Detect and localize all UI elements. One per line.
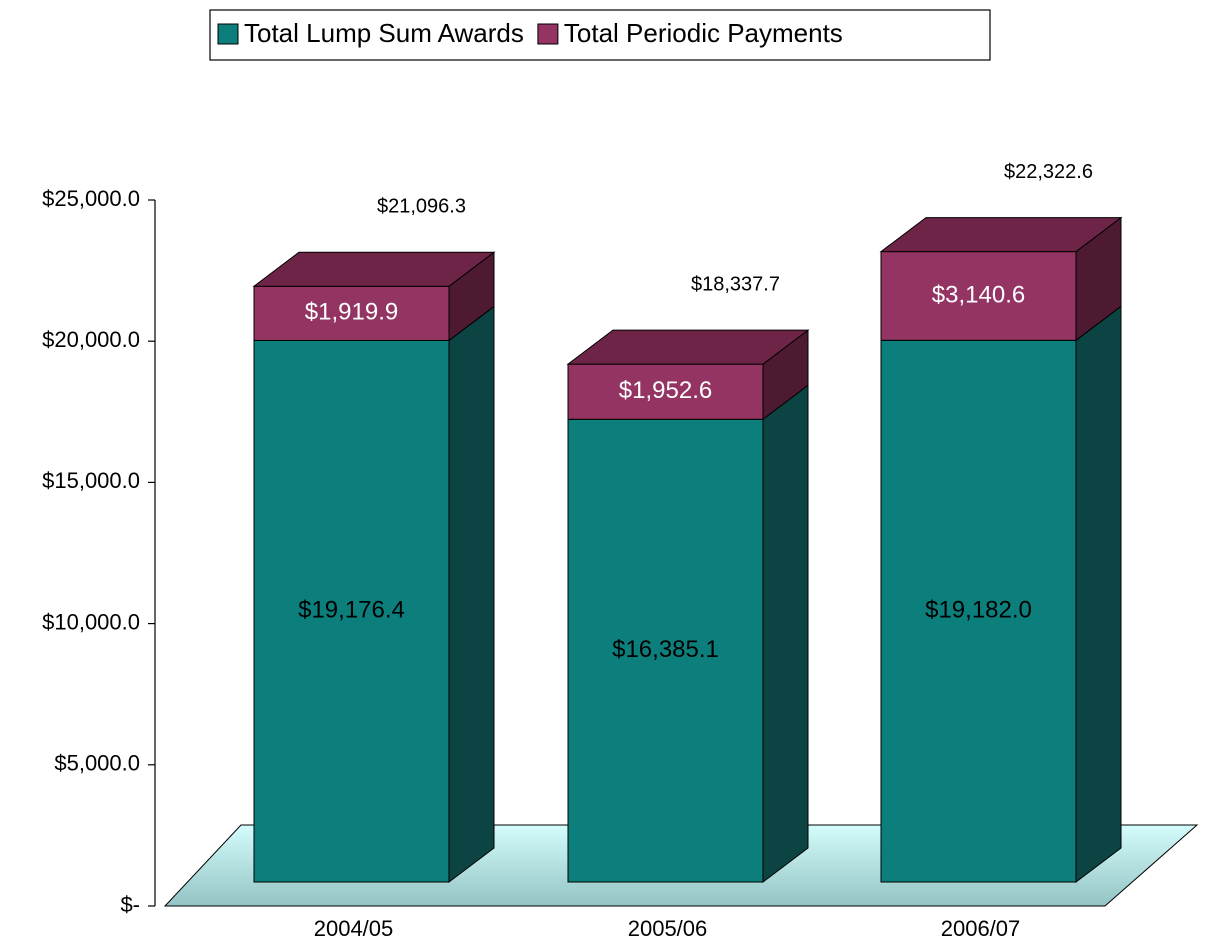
bar-segment [880,251,1077,341]
x-tick-label: 2005/06 [628,916,708,941]
total-label: $22,322.6 [1004,161,1093,183]
x-tick-label: 2004/05 [314,916,394,941]
bar-side [762,384,809,884]
bar-segment [253,339,450,883]
bar-top [879,217,1123,253]
bar-top [566,329,810,365]
bar-segment [253,285,450,341]
y-tick-label: $20,000.0 [42,327,140,352]
y-tick-label: $5,000.0 [54,751,140,776]
x-tick-label: 2006/07 [941,916,1021,941]
y-tick-label: $15,000.0 [42,468,140,493]
bar-top [252,251,496,287]
total-label: $18,337.7 [691,273,780,295]
value-label: $16,385.1 [612,636,719,663]
bar-segment [567,363,764,420]
legend-label: Total Lump Sum Awards [244,18,524,48]
total-label: $21,096.3 [377,196,466,218]
legend-swatch [537,23,559,45]
value-label: $19,182.0 [925,596,1032,623]
bar-side [1075,305,1122,884]
value-label: $1,952.6 [619,377,712,404]
legend-box [209,9,991,61]
bar-segment [880,339,1077,883]
bar-side [448,305,495,884]
value-label: $3,140.6 [932,281,1025,308]
y-tick-label: $25,000.0 [42,186,140,211]
y-tick-label: $10,000.0 [42,609,140,634]
y-tick-label: $- [120,892,140,917]
value-label: $1,919.9 [305,299,398,326]
bar-segment [567,418,764,883]
value-label: $19,176.4 [298,597,405,624]
legend-swatch [217,23,239,45]
legend-label: Total Periodic Payments [564,18,843,48]
